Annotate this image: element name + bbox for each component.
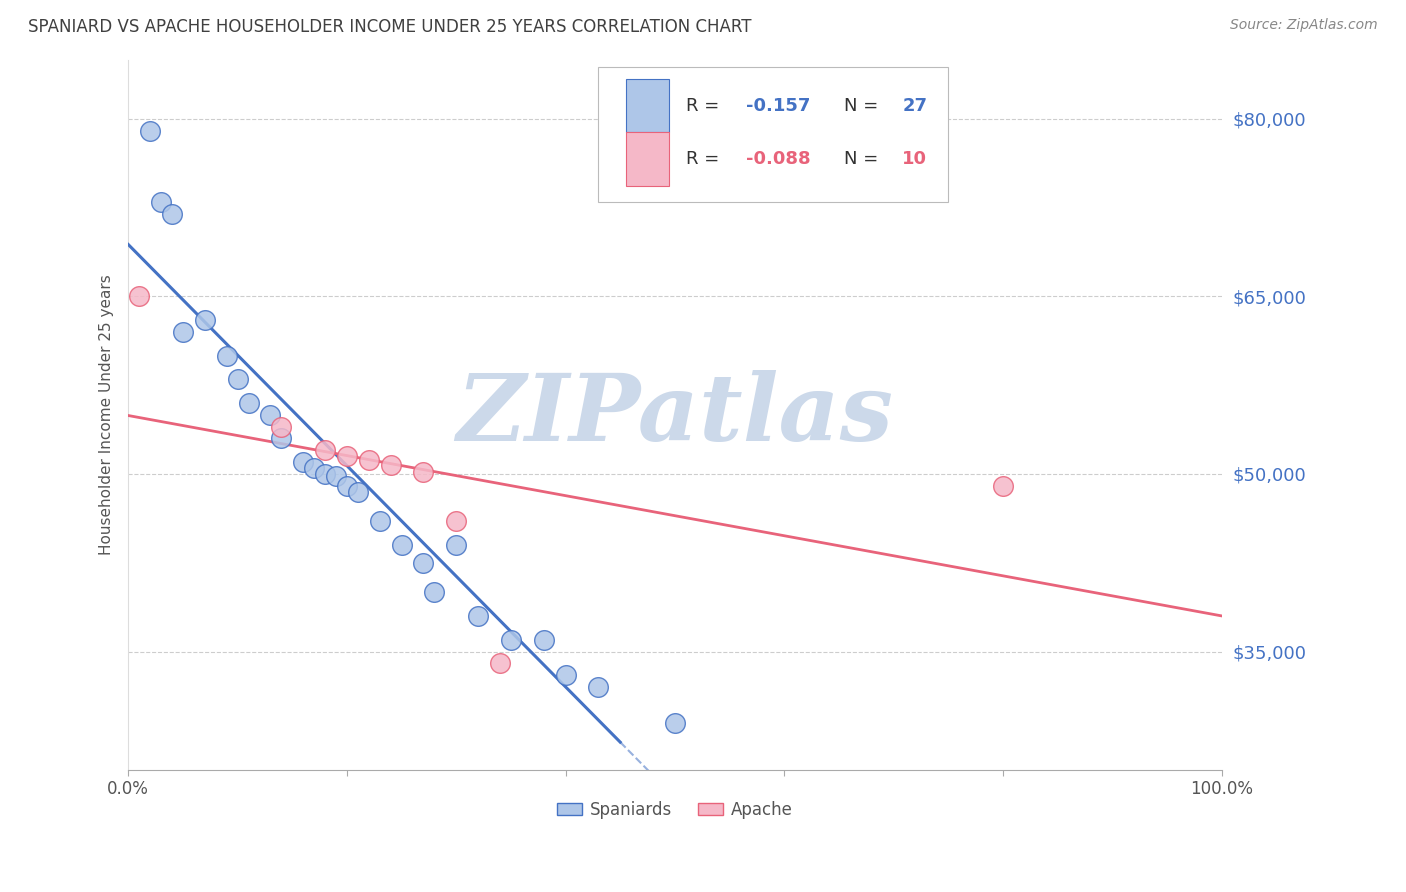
- Point: [128, 289, 150, 303]
- Point: [489, 657, 512, 671]
- FancyBboxPatch shape: [626, 132, 669, 186]
- Text: -0.157: -0.157: [747, 96, 810, 115]
- Point: [270, 419, 292, 434]
- Text: N =: N =: [845, 150, 884, 168]
- Point: [139, 123, 162, 137]
- Legend: Spaniards, Apache: Spaniards, Apache: [550, 794, 800, 826]
- Point: [259, 408, 281, 422]
- Point: [991, 479, 1014, 493]
- Point: [423, 585, 446, 599]
- Text: ZIPatlas: ZIPatlas: [457, 370, 893, 459]
- Point: [226, 372, 249, 386]
- Point: [302, 461, 325, 475]
- Point: [412, 556, 434, 570]
- Point: [347, 484, 370, 499]
- Point: [314, 467, 336, 481]
- Point: [336, 479, 359, 493]
- Text: N =: N =: [845, 96, 884, 115]
- Point: [444, 538, 467, 552]
- Point: [391, 538, 413, 552]
- Point: [357, 452, 380, 467]
- Point: [380, 458, 402, 472]
- Point: [292, 455, 315, 469]
- Point: [336, 449, 359, 463]
- Text: R =: R =: [686, 96, 725, 115]
- Point: [533, 632, 555, 647]
- Point: [215, 349, 238, 363]
- Point: [194, 313, 217, 327]
- Y-axis label: Householder Income Under 25 years: Householder Income Under 25 years: [100, 275, 114, 555]
- Point: [444, 514, 467, 528]
- Point: [238, 396, 260, 410]
- Point: [172, 325, 194, 339]
- Point: [554, 668, 576, 682]
- Point: [467, 609, 489, 624]
- Point: [499, 632, 522, 647]
- Point: [664, 715, 686, 730]
- Text: SPANIARD VS APACHE HOUSEHOLDER INCOME UNDER 25 YEARS CORRELATION CHART: SPANIARD VS APACHE HOUSEHOLDER INCOME UN…: [28, 18, 752, 36]
- Text: 27: 27: [903, 96, 928, 115]
- Text: Source: ZipAtlas.com: Source: ZipAtlas.com: [1230, 18, 1378, 32]
- Point: [412, 465, 434, 479]
- FancyBboxPatch shape: [626, 79, 669, 132]
- Text: R =: R =: [686, 150, 725, 168]
- Point: [325, 469, 347, 483]
- Point: [588, 680, 610, 694]
- Point: [150, 194, 173, 209]
- Point: [270, 432, 292, 446]
- Text: -0.088: -0.088: [747, 150, 811, 168]
- Point: [314, 443, 336, 458]
- FancyBboxPatch shape: [599, 67, 948, 202]
- Point: [160, 206, 183, 220]
- Point: [368, 514, 391, 528]
- Text: 10: 10: [903, 150, 928, 168]
